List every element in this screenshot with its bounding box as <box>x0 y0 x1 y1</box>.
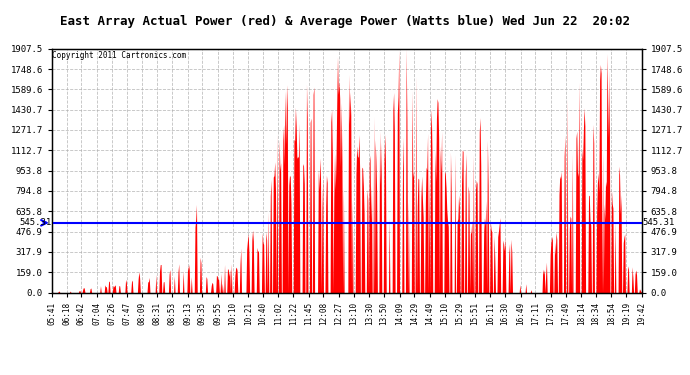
Text: 545.31: 545.31 <box>19 218 51 227</box>
Text: Copyright 2011 Cartronics.com: Copyright 2011 Cartronics.com <box>52 51 186 60</box>
Text: 545.31: 545.31 <box>642 218 675 227</box>
Text: East Array Actual Power (red) & Average Power (Watts blue) Wed Jun 22  20:02: East Array Actual Power (red) & Average … <box>60 15 630 28</box>
